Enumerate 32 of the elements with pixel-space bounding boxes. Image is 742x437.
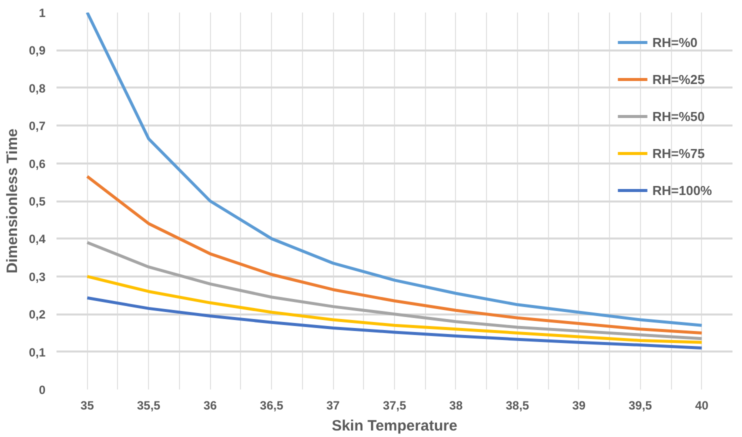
x-axis-title: Skin Temperature — [332, 418, 458, 434]
y-tick-label: 0,6 — [28, 156, 46, 171]
y-tick-label: 0,8 — [28, 81, 46, 96]
legend-label: RH=%50 — [652, 108, 705, 124]
x-tick-label: 35 — [80, 398, 94, 412]
x-tick-label: 35,5 — [137, 398, 161, 412]
x-tick-label: 40 — [695, 398, 709, 412]
y-tick-label: 0 — [38, 383, 46, 397]
line-series — [86, 240, 704, 340]
y-tick-label: 1 — [38, 6, 46, 20]
legend-label: RH=%25 — [652, 72, 705, 86]
legend-label: RH=%75 — [652, 146, 705, 160]
line-series — [86, 296, 704, 350]
legend-label: RH=%0 — [652, 34, 698, 50]
x-tick-label: 39,5 — [628, 398, 652, 412]
y-tick-label: 0,2 — [28, 308, 46, 322]
x-tick-label: 37 — [326, 398, 340, 412]
y-tick-label: 0,1 — [28, 345, 46, 360]
y-tick-label: 0,9 — [28, 44, 46, 58]
y-tick-label: 0,4 — [28, 232, 46, 246]
legend-label: RH=100% — [652, 182, 712, 198]
y-tick-label: 0,5 — [28, 194, 46, 208]
y-tick-label: 0,7 — [28, 119, 46, 134]
x-tick-label: 38,5 — [506, 398, 530, 412]
y-tick-label: 0,3 — [28, 270, 46, 284]
x-tick-label: 38 — [449, 398, 463, 412]
x-tick-label: 36 — [203, 398, 218, 412]
x-tick-label: 39 — [572, 398, 586, 412]
line-series — [86, 274, 704, 344]
y-axis-title: Dimensionless Time — [4, 128, 21, 274]
x-tick-label: 37,5 — [382, 398, 407, 412]
x-tick-label: 36,5 — [260, 398, 284, 412]
